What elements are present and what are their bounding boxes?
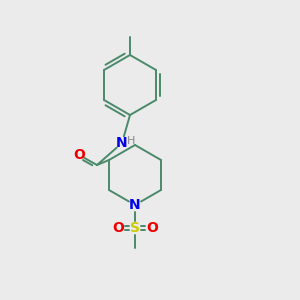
Text: O: O [146, 221, 158, 235]
Text: O: O [112, 221, 124, 235]
Text: N: N [129, 198, 141, 212]
Text: H: H [127, 136, 135, 146]
Text: S: S [130, 221, 140, 235]
Text: N: N [116, 136, 128, 150]
Text: O: O [73, 148, 85, 162]
